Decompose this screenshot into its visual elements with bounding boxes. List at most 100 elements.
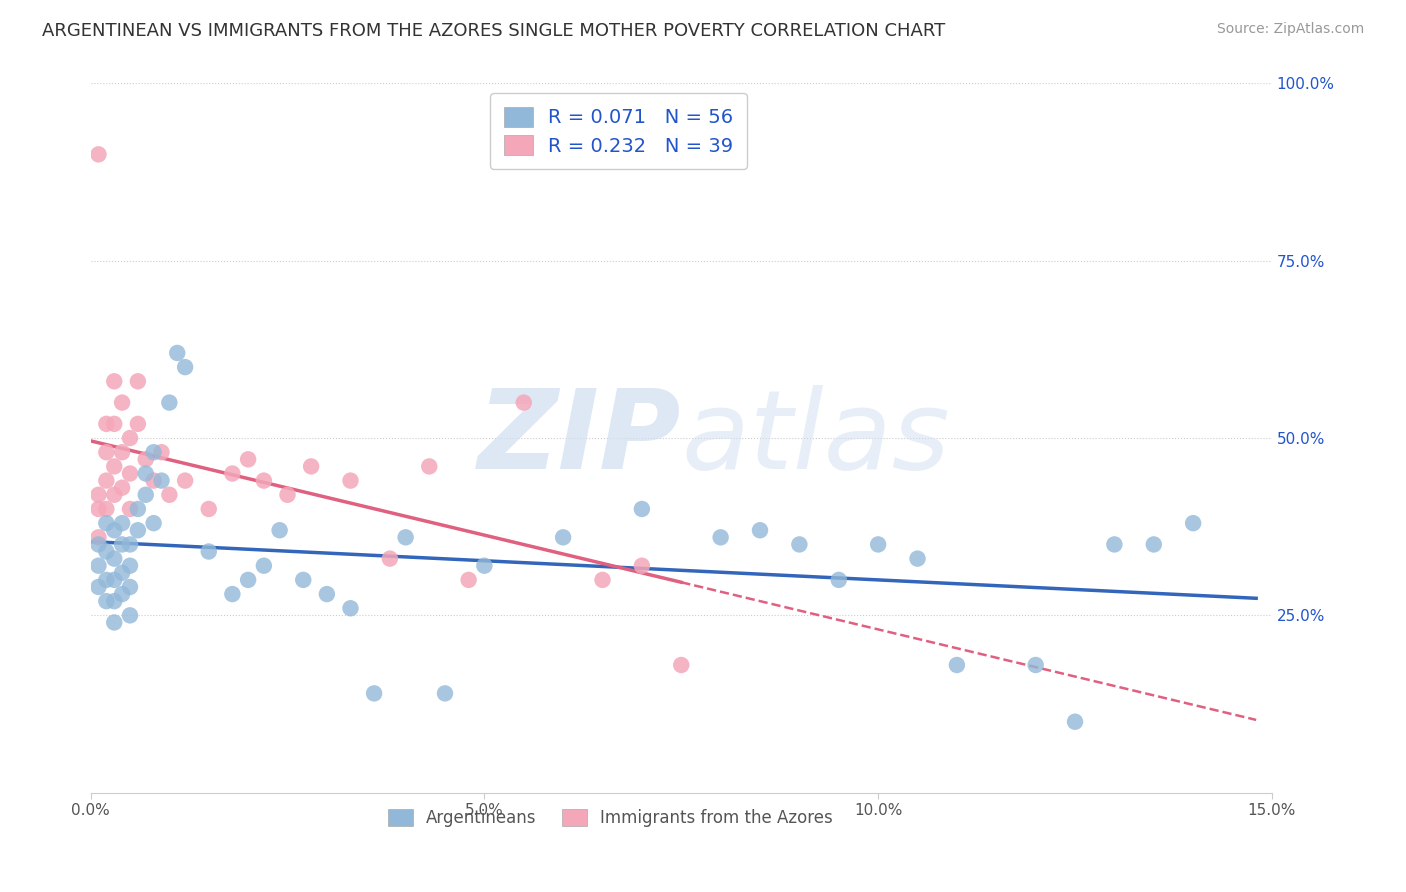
Text: Source: ZipAtlas.com: Source: ZipAtlas.com	[1216, 22, 1364, 37]
Point	[710, 530, 733, 544]
Point	[299, 459, 322, 474]
Text: ZIP: ZIP	[478, 384, 682, 491]
Point	[907, 551, 929, 566]
Point	[87, 537, 110, 551]
Point	[135, 488, 157, 502]
Point	[103, 488, 125, 502]
Point	[553, 530, 575, 544]
Point	[118, 467, 141, 481]
Point	[221, 467, 243, 481]
Point	[363, 686, 385, 700]
Point	[118, 558, 141, 573]
Point	[474, 558, 496, 573]
Point	[96, 544, 118, 558]
Point	[111, 481, 134, 495]
Point	[1025, 658, 1047, 673]
Point	[828, 573, 851, 587]
Point	[127, 502, 149, 516]
Point	[142, 474, 165, 488]
Point	[197, 544, 219, 558]
Text: atlas: atlas	[682, 384, 950, 491]
Point	[292, 573, 315, 587]
Point	[789, 537, 811, 551]
Point	[142, 445, 165, 459]
Point	[631, 558, 654, 573]
Point	[150, 474, 173, 488]
Point	[671, 658, 693, 673]
Point	[127, 417, 149, 431]
Point	[631, 502, 654, 516]
Point	[96, 445, 118, 459]
Point	[118, 502, 141, 516]
Point	[378, 551, 401, 566]
Point	[118, 431, 141, 445]
Point	[127, 523, 149, 537]
Point	[157, 488, 180, 502]
Point	[87, 530, 110, 544]
Point	[111, 587, 134, 601]
Point	[157, 395, 180, 409]
Point	[1143, 537, 1166, 551]
Point	[111, 395, 134, 409]
Point	[236, 573, 259, 587]
Point	[111, 537, 134, 551]
Point	[111, 516, 134, 530]
Point	[96, 502, 118, 516]
Point	[197, 502, 219, 516]
Point	[1064, 714, 1087, 729]
Point	[1104, 537, 1126, 551]
Point	[87, 558, 110, 573]
Point	[339, 601, 361, 615]
Point	[103, 459, 125, 474]
Point	[1182, 516, 1205, 530]
Point	[96, 573, 118, 587]
Point	[103, 615, 125, 630]
Point	[174, 360, 197, 375]
Point	[276, 488, 298, 502]
Point	[96, 474, 118, 488]
Point	[394, 530, 416, 544]
Point	[118, 537, 141, 551]
Point	[111, 566, 134, 580]
Point	[111, 445, 134, 459]
Point	[87, 502, 110, 516]
Point	[96, 417, 118, 431]
Point	[87, 488, 110, 502]
Point	[150, 445, 173, 459]
Point	[174, 474, 197, 488]
Point	[457, 573, 479, 587]
Point	[103, 374, 125, 388]
Point	[103, 573, 125, 587]
Point	[118, 580, 141, 594]
Point	[749, 523, 772, 537]
Point	[946, 658, 969, 673]
Point	[103, 523, 125, 537]
Point	[118, 608, 141, 623]
Point	[103, 594, 125, 608]
Point	[868, 537, 890, 551]
Point	[236, 452, 259, 467]
Legend: Argentineans, Immigrants from the Azores: Argentineans, Immigrants from the Azores	[381, 803, 839, 834]
Point	[513, 395, 536, 409]
Point	[135, 452, 157, 467]
Point	[142, 516, 165, 530]
Point	[87, 580, 110, 594]
Point	[127, 374, 149, 388]
Point	[418, 459, 440, 474]
Point	[103, 417, 125, 431]
Point	[166, 346, 188, 360]
Point	[96, 516, 118, 530]
Point	[269, 523, 291, 537]
Point	[434, 686, 457, 700]
Point	[253, 474, 276, 488]
Point	[221, 587, 243, 601]
Point	[103, 551, 125, 566]
Point	[315, 587, 337, 601]
Point	[339, 474, 361, 488]
Point	[87, 147, 110, 161]
Point	[96, 594, 118, 608]
Point	[135, 467, 157, 481]
Text: ARGENTINEAN VS IMMIGRANTS FROM THE AZORES SINGLE MOTHER POVERTY CORRELATION CHAR: ARGENTINEAN VS IMMIGRANTS FROM THE AZORE…	[42, 22, 945, 40]
Point	[253, 558, 276, 573]
Point	[592, 573, 614, 587]
